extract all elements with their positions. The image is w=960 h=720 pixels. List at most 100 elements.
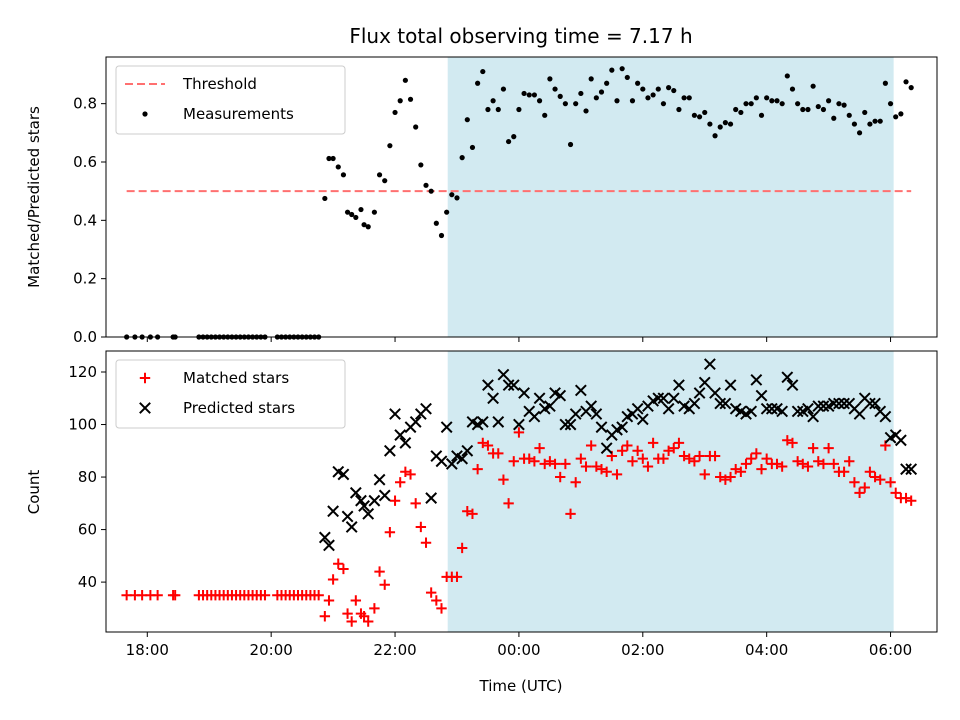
data-point [717,124,723,130]
data-point [493,448,504,459]
x-tick-label: 18:00 [126,641,169,659]
data-point [703,358,716,371]
data-point [322,195,328,202]
data-point [867,121,873,127]
data-point [409,415,422,428]
data-point [570,477,581,488]
data-point [554,389,567,402]
data-point [574,384,587,397]
data-point [743,101,749,107]
legend-label: Matched stars [183,369,289,387]
data-point [903,79,909,85]
legend-label: Threshold [182,75,257,93]
data-point [776,405,789,418]
data-point [779,101,785,107]
legend-box [115,65,346,135]
data-point [498,474,509,485]
data-point [908,85,914,91]
data-point [518,387,530,399]
data-point [513,418,525,431]
data-point [511,134,517,140]
data-point [758,112,765,118]
data-point [849,477,860,488]
data-point [373,473,386,486]
data-point [781,371,794,384]
data-point [323,539,335,552]
data-point [882,80,888,86]
data-point [480,68,486,75]
data-point [693,387,706,399]
x-tick-label: 04:00 [745,641,788,659]
data-point [619,66,625,72]
data-point [709,450,721,462]
data-point [355,494,367,507]
data-point [469,144,476,151]
data-point [313,590,324,601]
data-point [851,121,858,127]
data-point [358,611,370,622]
data-point [338,563,349,575]
data-point [562,101,568,107]
data-point [642,461,654,472]
data-point [765,402,778,415]
data-point [660,101,667,107]
data-point [378,489,391,502]
y-tick-label: 80 [78,468,97,486]
data-point [490,98,496,104]
data-point [326,155,332,162]
data-point [724,379,737,392]
observing-window-band [447,351,894,632]
data-point [760,402,773,415]
data-point [363,616,374,627]
data-point [673,379,685,392]
data-point [719,397,732,410]
data-point [655,86,661,92]
data-point [853,408,866,420]
data-point [333,558,344,569]
data-point [699,469,710,480]
data-point [319,611,331,622]
data-point [543,400,556,413]
data-point [440,421,453,434]
data-point [645,95,651,101]
data-point [451,571,463,583]
data-point [662,402,675,415]
data-point [341,510,354,523]
data-point [658,453,669,464]
data-point [397,98,403,104]
data-point [893,114,899,120]
data-point [467,508,478,520]
y-tick-label: 0.8 [73,95,97,113]
data-point [500,86,507,92]
data-point [482,440,494,451]
data-point [826,98,832,104]
data-point [900,492,912,504]
data-point [640,86,646,92]
x-axis-label: Time (UTC) [479,677,563,695]
data-point [423,182,429,188]
data-point [335,164,341,170]
data-point [402,77,408,83]
data-point [673,437,685,449]
data-point [573,101,579,107]
legend-marker [142,111,148,117]
data-point [346,616,357,627]
data-point [812,400,825,413]
data-point [815,103,821,110]
data-point [611,469,623,480]
data-point [609,67,615,73]
data-point [454,195,460,201]
data-point [807,410,820,423]
data-point [547,76,553,82]
data-point [495,106,501,113]
data-point [753,95,759,101]
data-point [863,397,876,410]
data-point [384,527,396,538]
data-point [578,90,584,97]
data-point [435,455,448,468]
data-point [487,392,500,405]
series-measurements [124,66,914,340]
data-point [475,80,481,86]
data-point [368,494,381,507]
